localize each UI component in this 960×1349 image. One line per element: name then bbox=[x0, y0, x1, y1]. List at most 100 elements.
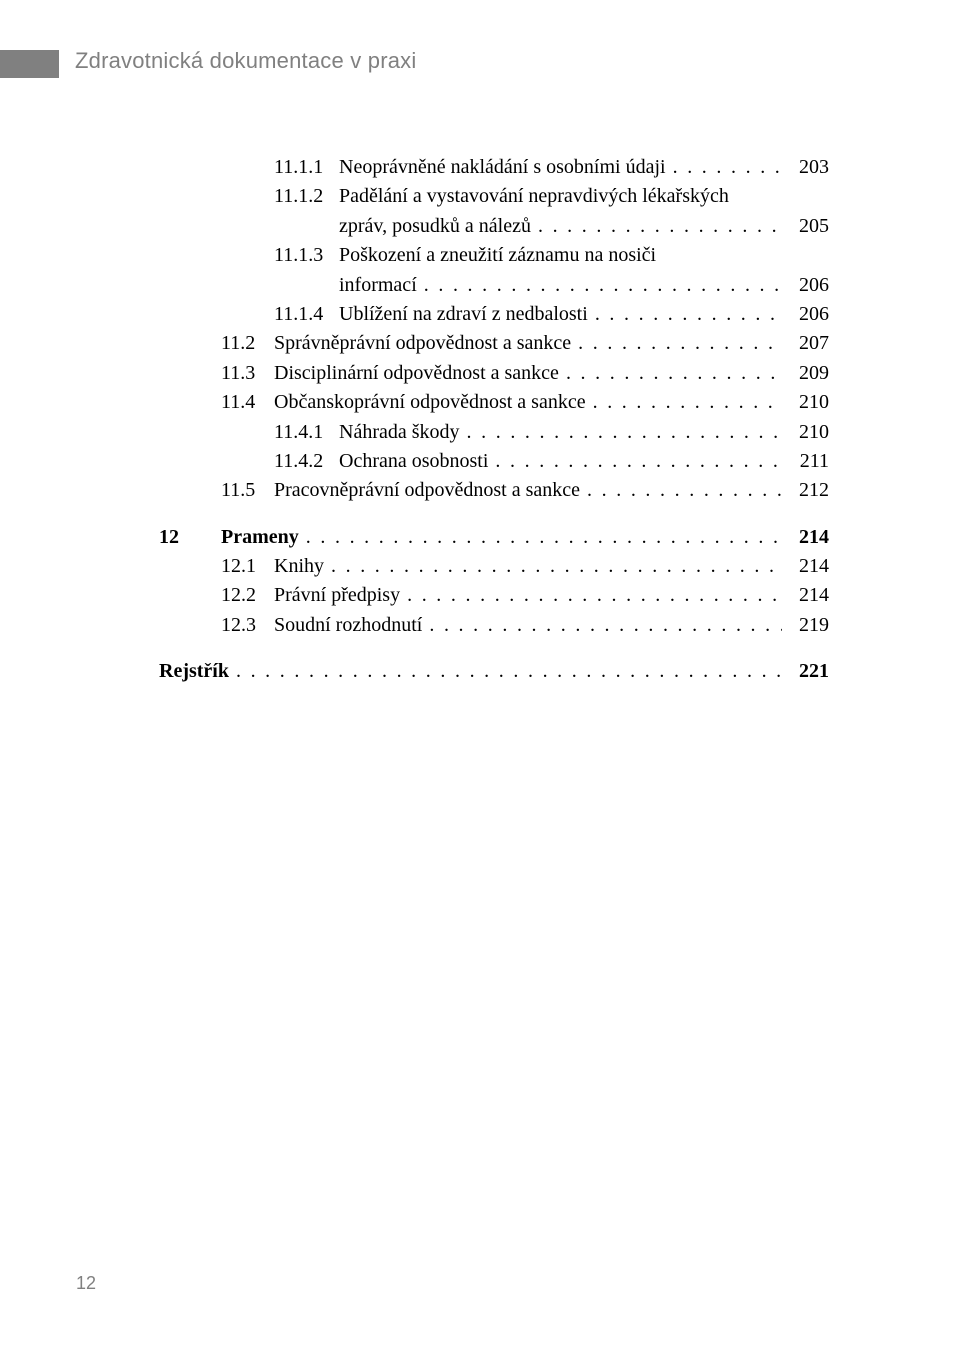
spacer bbox=[488, 447, 493, 476]
toc-entry-page: 205 bbox=[784, 212, 829, 241]
toc-entry-page: 219 bbox=[784, 611, 829, 640]
toc-entry: 11.2Správněprávní odpovědnost a sankce .… bbox=[159, 329, 829, 358]
toc-section-1: 11.1.1Neoprávněné nakládání s osobními ú… bbox=[159, 153, 829, 506]
toc-entry-page: 214 bbox=[784, 581, 829, 610]
toc-entry-title: Náhrada škody bbox=[339, 418, 460, 447]
toc-entry-title: Občanskoprávní odpovědnost a sankce bbox=[274, 388, 586, 417]
toc-leader-dots: . . . . . . . . . . . . . . . . . . . . … bbox=[673, 153, 782, 182]
spacer bbox=[580, 476, 585, 505]
toc-entry-number: 12.1 bbox=[221, 552, 274, 581]
toc-entry: 11.3Disciplinární odpovědnost a sankce .… bbox=[159, 359, 829, 388]
toc-entry: 11.1.4Ublížení na zdraví z nedbalosti . … bbox=[159, 300, 829, 329]
toc-leader-dots: . . . . . . . . . . . . . . . . . . . . … bbox=[306, 523, 782, 552]
toc-entry-title: Neoprávněné nakládání s osobními údaji bbox=[339, 153, 666, 182]
toc-leader-dots: . . . . . . . . . . . . . . . . . . . . … bbox=[236, 657, 782, 686]
toc-entry-title: Rejstřík bbox=[159, 657, 229, 686]
toc-entry-number: 11.2 bbox=[221, 329, 274, 358]
toc-entry-number: 11.1.3 bbox=[274, 241, 339, 270]
toc-entry-number: 11.1.1 bbox=[274, 153, 339, 182]
toc-entry: 12.3Soudní rozhodnutí . . . . . . . . . … bbox=[159, 611, 829, 640]
toc-entry: 11.5Pracovněprávní odpovědnost a sankce … bbox=[159, 476, 829, 505]
spacer bbox=[571, 329, 576, 358]
toc-entry: 11.4Občanskoprávní odpovědnost a sankce … bbox=[159, 388, 829, 417]
toc-leader-dots: . . . . . . . . . . . . . . . . . . . . … bbox=[593, 388, 782, 417]
toc-entry-title: Soudní rozhodnutí bbox=[274, 611, 422, 640]
toc-entry-number: 11.5 bbox=[221, 476, 274, 505]
toc-entry: 12.2Právní předpisy . . . . . . . . . . … bbox=[159, 581, 829, 610]
toc-entry-number: 12.2 bbox=[221, 581, 274, 610]
toc-entry-number: 12 bbox=[159, 523, 221, 552]
toc-leader-dots: . . . . . . . . . . . . . . . . . . . . … bbox=[595, 300, 782, 329]
toc-entry-page: 206 bbox=[784, 300, 829, 329]
toc-leader-dots: . . . . . . . . . . . . . . . . . . . . … bbox=[566, 359, 782, 388]
toc-entry-number: 11.1.4 bbox=[274, 300, 339, 329]
toc-leader-dots: . . . . . . . . . . . . . . . . . . . . … bbox=[578, 329, 782, 358]
toc-entry: 12Prameny . . . . . . . . . . . . . . . … bbox=[159, 523, 829, 552]
spacer bbox=[299, 523, 304, 552]
toc-entry-page: 221 bbox=[784, 657, 829, 686]
page-number: 12 bbox=[76, 1273, 96, 1294]
toc-entry-number: 12.3 bbox=[221, 611, 274, 640]
toc-entry-number: 11.4.1 bbox=[274, 418, 339, 447]
toc-entry: 11.1.2Padělání a vystavování nepravdivýc… bbox=[159, 182, 829, 211]
table-of-contents: 11.1.1Neoprávněné nakládání s osobními ú… bbox=[159, 153, 829, 687]
toc-entry: 11.1.3Poškození a zneužití záznamu na no… bbox=[159, 241, 829, 270]
toc-entry-title: Pracovněprávní odpovědnost a sankce bbox=[274, 476, 580, 505]
toc-entry-title: Ochrana osobnosti bbox=[339, 447, 488, 476]
toc-leader-dots: . . . . . . . . . . . . . . . . . . . . … bbox=[331, 552, 782, 581]
spacer bbox=[531, 212, 536, 241]
toc-entry: 11.1.1Neoprávněné nakládání s osobními ú… bbox=[159, 153, 829, 182]
toc-entry-page: 214 bbox=[784, 523, 829, 552]
toc-leader-dots: . . . . . . . . . . . . . . . . . . . . … bbox=[407, 581, 782, 610]
toc-entry-page: 212 bbox=[784, 476, 829, 505]
spacer bbox=[588, 300, 593, 329]
toc-entry-number: 11.3 bbox=[221, 359, 274, 388]
toc-entry-page: 210 bbox=[784, 418, 829, 447]
toc-entry: 11.4.1Náhrada škody . . . . . . . . . . … bbox=[159, 418, 829, 447]
toc-entry-number: 11.4.2 bbox=[274, 447, 339, 476]
header-tab-accent bbox=[0, 50, 59, 78]
toc-entry: 12.1Knihy . . . . . . . . . . . . . . . … bbox=[159, 552, 829, 581]
toc-entry-title: zpráv, posudků a nálezů bbox=[339, 212, 531, 241]
spacer bbox=[422, 611, 427, 640]
spacer bbox=[559, 359, 564, 388]
toc-entry-page: 209 bbox=[784, 359, 829, 388]
running-header-title: Zdravotnická dokumentace v praxi bbox=[75, 48, 416, 74]
toc-entry-title: Padělání a vystavování nepravdivých léka… bbox=[339, 182, 729, 211]
toc-leader-dots: . . . . . . . . . . . . . . . . . . . . … bbox=[587, 476, 782, 505]
toc-entry-page: 207 bbox=[784, 329, 829, 358]
toc-entry: 11.4.2Ochrana osobnosti . . . . . . . . … bbox=[159, 447, 829, 476]
toc-entry-title: informací bbox=[339, 271, 417, 300]
toc-entry-page: 206 bbox=[784, 271, 829, 300]
toc-leader-dots: . . . . . . . . . . . . . . . . . . . . … bbox=[538, 212, 782, 241]
toc-entry-page: 203 bbox=[784, 153, 829, 182]
toc-entry-number: 11.4 bbox=[221, 388, 274, 417]
spacer bbox=[460, 418, 465, 447]
toc-leader-dots: . . . . . . . . . . . . . . . . . . . . … bbox=[429, 611, 782, 640]
toc-entry-number: 11.1.2 bbox=[274, 182, 339, 211]
toc-leader-dots: . . . . . . . . . . . . . . . . . . . . … bbox=[467, 418, 782, 447]
toc-entry-page: 211 bbox=[785, 447, 829, 476]
spacer bbox=[324, 552, 329, 581]
spacer bbox=[400, 581, 405, 610]
spacer bbox=[586, 388, 591, 417]
toc-entry-title: Správněprávní odpovědnost a sankce bbox=[274, 329, 571, 358]
toc-entry: zpráv, posudků a nálezů . . . . . . . . … bbox=[159, 212, 829, 241]
toc-section-3: Rejstřík . . . . . . . . . . . . . . . .… bbox=[159, 657, 829, 686]
toc-leader-dots: . . . . . . . . . . . . . . . . . . . . … bbox=[495, 447, 782, 476]
spacer bbox=[666, 153, 671, 182]
toc-section-2: 12Prameny . . . . . . . . . . . . . . . … bbox=[159, 523, 829, 641]
toc-entry-title: Prameny bbox=[221, 523, 299, 552]
toc-entry-title: Poškození a zneužití záznamu na nosiči bbox=[339, 241, 656, 270]
spacer bbox=[417, 271, 422, 300]
toc-entry-title: Ublížení na zdraví z nedbalosti bbox=[339, 300, 588, 329]
toc-entry-title: Právní předpisy bbox=[274, 581, 400, 610]
toc-entry: informací . . . . . . . . . . . . . . . … bbox=[159, 271, 829, 300]
toc-entry-page: 210 bbox=[784, 388, 829, 417]
toc-leader-dots: . . . . . . . . . . . . . . . . . . . . … bbox=[424, 271, 782, 300]
toc-entry-page: 214 bbox=[784, 552, 829, 581]
toc-entry-title: Disciplinární odpovědnost a sankce bbox=[274, 359, 559, 388]
toc-entry: Rejstřík . . . . . . . . . . . . . . . .… bbox=[159, 657, 829, 686]
toc-entry-title: Knihy bbox=[274, 552, 324, 581]
spacer bbox=[229, 657, 234, 686]
